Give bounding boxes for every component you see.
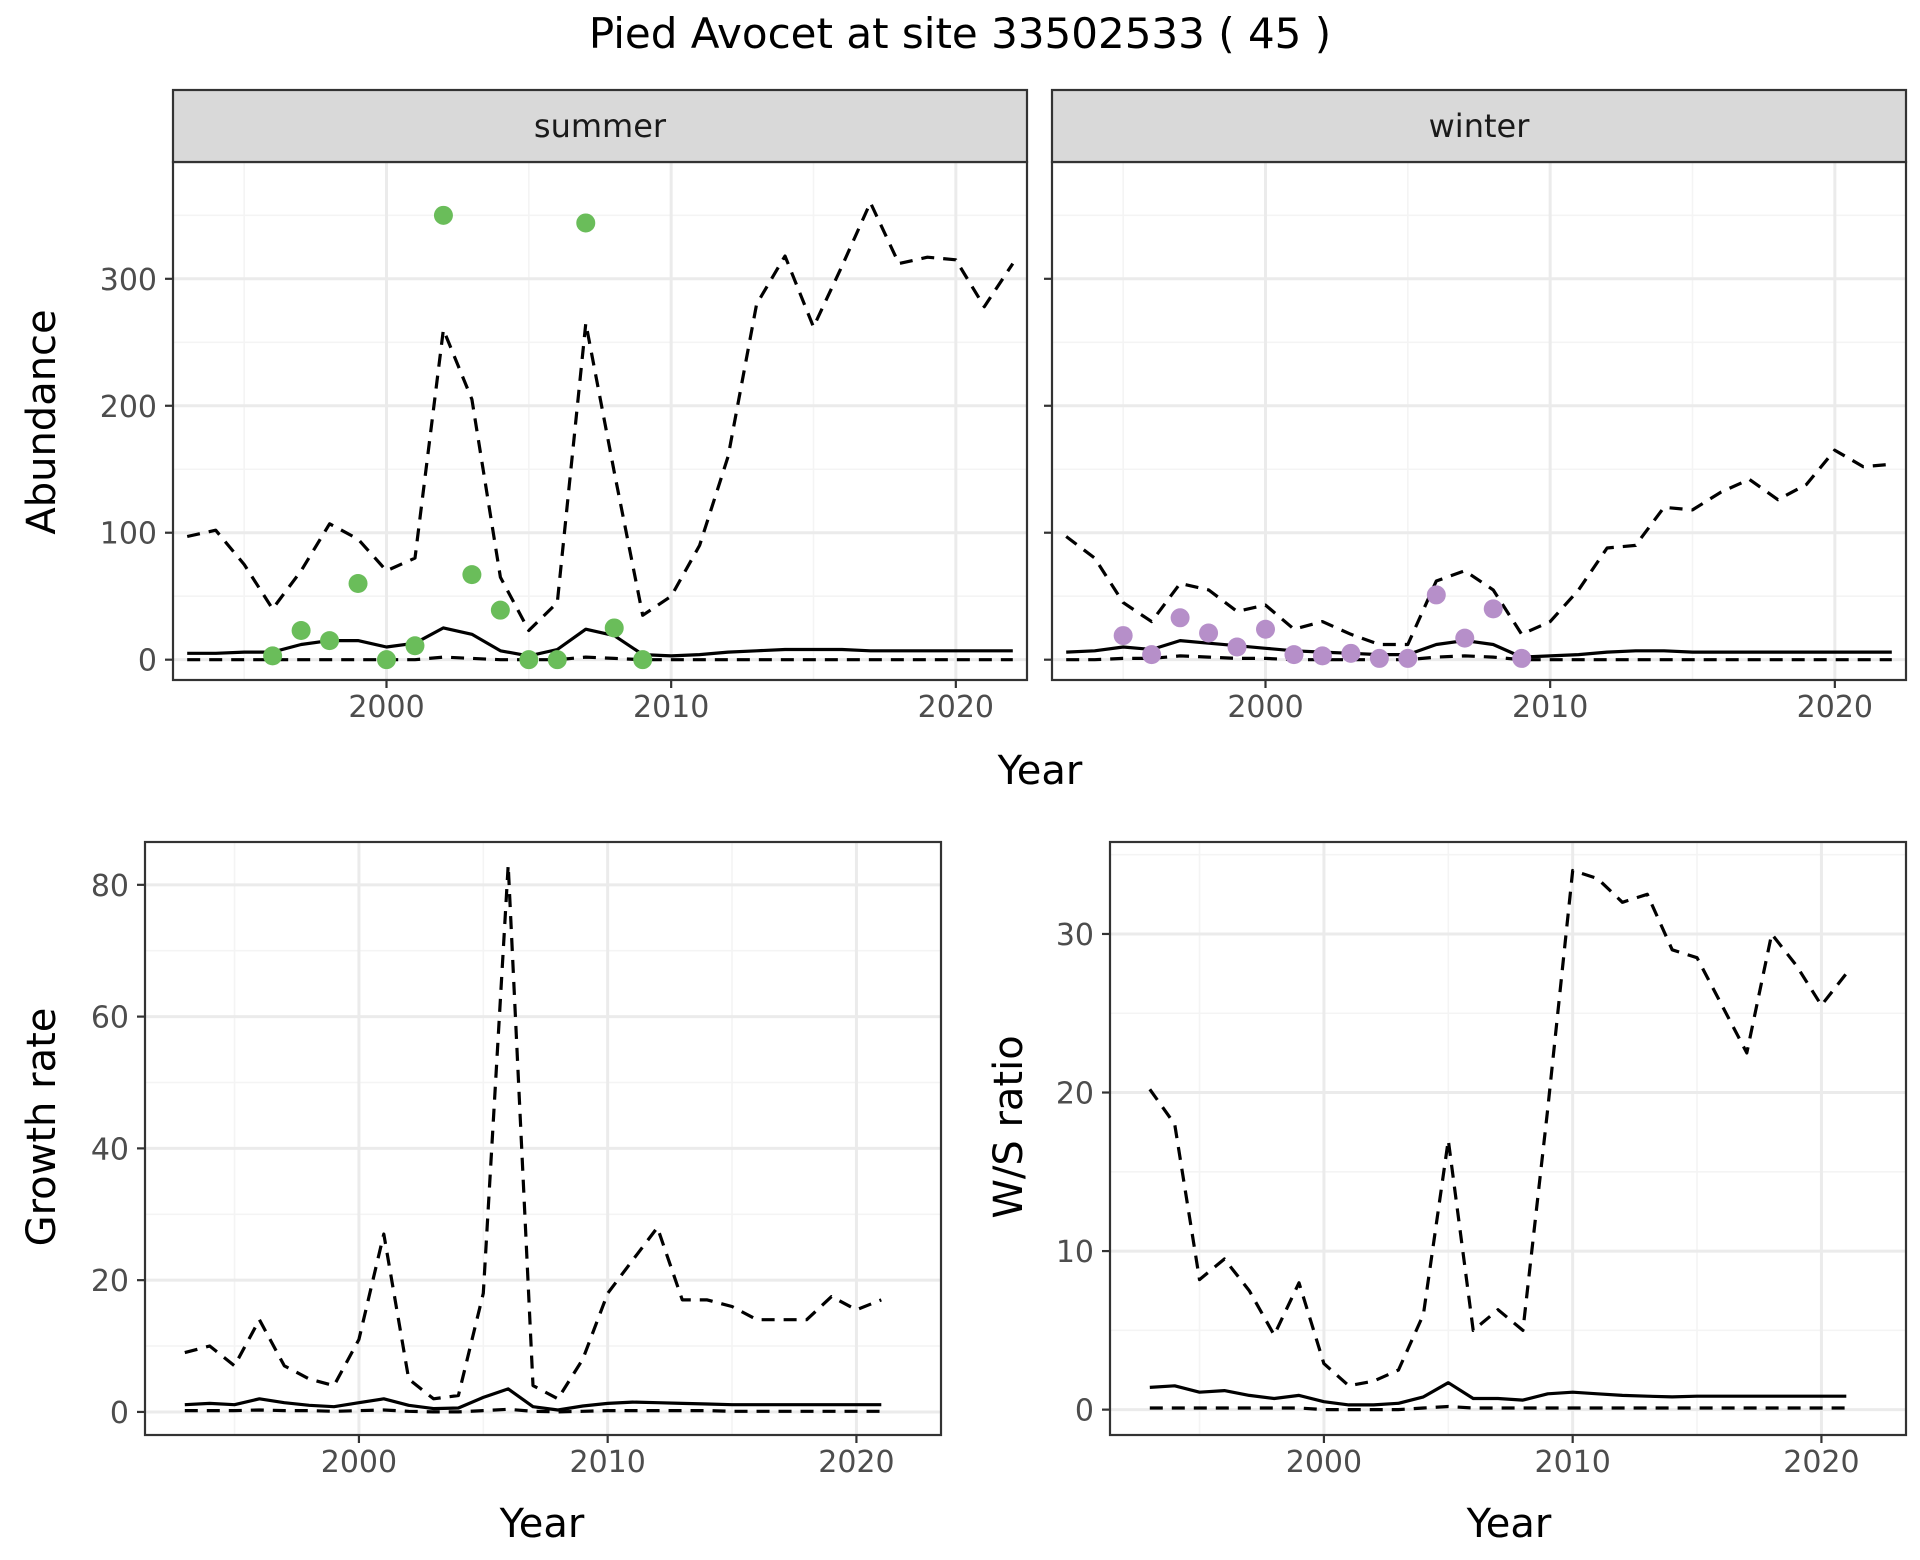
x-tick-label: 2000	[1227, 690, 1303, 725]
panel-border	[1108, 840, 1908, 1437]
y-tick-label: 60	[91, 1001, 129, 1036]
lower-bound-line	[184, 1407, 882, 1414]
observed-point	[1398, 648, 1418, 668]
panel-background	[1052, 162, 1906, 680]
y-tick-label: 0	[138, 644, 157, 679]
observed-point	[1227, 637, 1247, 657]
observed-point	[604, 618, 624, 638]
y-tick-label: 0	[1075, 1394, 1094, 1429]
observed-point	[1113, 626, 1133, 646]
observed-point	[405, 636, 425, 656]
y-tick-label: 200	[100, 390, 157, 425]
observed-point	[1256, 619, 1275, 639]
observed-point	[1483, 599, 1503, 619]
observed-point	[576, 213, 596, 233]
panel-background	[173, 162, 1027, 680]
ws-ratio-panel: 2000 2010 2020 0 10 20 30	[1056, 840, 1908, 1480]
x-tick-label: 2000	[348, 690, 424, 725]
y-tick-label: 300	[100, 263, 157, 298]
x-tick-label: 2000	[1286, 1445, 1362, 1480]
x-tick-label: 2020	[1783, 1445, 1859, 1480]
winter-abundance-panel: winter 2000 2010 2020	[1044, 88, 1908, 725]
lower-bound-line	[1149, 1404, 1847, 1412]
x-tick-label: 2010	[1512, 690, 1588, 725]
observed-point	[1426, 585, 1446, 605]
panel-border	[143, 840, 943, 1437]
y-tick-label: 20	[91, 1264, 129, 1299]
abundance-y-axis-title: Abundance	[19, 309, 65, 534]
panel-background	[1110, 842, 1906, 1435]
lower-bound-line	[187, 655, 1013, 662]
y-tick-label: 30	[1056, 918, 1094, 953]
x-tick-label: 2010	[569, 1445, 645, 1480]
y-tick-label: 100	[100, 517, 157, 552]
upper-bound-line	[184, 863, 882, 1401]
ratio-x-axis-title: Year	[1466, 1501, 1552, 1547]
upper-bound-line	[1148, 868, 1848, 1388]
panel-background	[145, 842, 941, 1435]
summer-abundance-panel: summer 2000 2010 2020 0 100 200 300	[100, 88, 1029, 725]
observed-point	[490, 600, 510, 620]
x-tick-label: 2020	[818, 1445, 894, 1480]
observed-point	[1512, 648, 1532, 668]
upper-bound-line	[186, 201, 1015, 633]
x-tick-label: 2010	[1534, 1445, 1610, 1480]
observed-point	[377, 650, 396, 670]
observed-point	[519, 650, 539, 670]
observed-point	[462, 565, 482, 585]
facet-strip-label: summer	[534, 107, 667, 145]
observed-point	[433, 205, 453, 225]
y-tick-label: 0	[110, 1396, 129, 1431]
y-tick-label: 20	[1056, 1077, 1094, 1112]
estimate-line	[184, 1387, 882, 1412]
observed-point	[263, 646, 283, 666]
facet-strip	[1050, 88, 1908, 164]
y-tick-label: 80	[91, 869, 129, 904]
observed-point	[348, 574, 368, 594]
growth-rate-panel: 2000 2010 2020 0 20 40 60 80	[91, 840, 943, 1480]
estimate-line	[1066, 639, 1892, 659]
estimate-line	[1149, 1381, 1847, 1407]
x-tick-label: 2000	[321, 1445, 397, 1480]
observed-point	[547, 650, 567, 670]
observed-point	[1455, 628, 1475, 648]
observed-point	[1284, 645, 1304, 665]
upper-bound-line	[1065, 448, 1892, 647]
ratio-y-axis-title: W/S ratio	[986, 1035, 1032, 1218]
figure-title: Pied Avocet at site 33502533 ( 45 )	[589, 9, 1331, 58]
y-tick-label: 40	[91, 1132, 129, 1167]
facet-strip	[171, 88, 1029, 164]
growth-y-axis-title: Growth rate	[19, 1008, 65, 1247]
growth-x-axis-title: Year	[499, 1501, 585, 1547]
x-tick-label: 2020	[918, 690, 994, 725]
observed-point	[633, 650, 653, 670]
observed-point	[1341, 643, 1361, 663]
top-x-axis-title: Year	[997, 748, 1083, 794]
x-tick-label: 2010	[633, 690, 709, 725]
facet-strip-label: winter	[1429, 107, 1531, 145]
x-tick-label: 2020	[1797, 690, 1873, 725]
observed-point	[320, 631, 340, 651]
observed-point	[1142, 645, 1162, 665]
observed-point	[1369, 648, 1389, 668]
observed-point	[1312, 646, 1332, 666]
lower-bound-line	[1066, 654, 1892, 662]
observed-point	[1170, 608, 1190, 628]
observed-point	[1199, 623, 1219, 643]
observed-point	[291, 620, 311, 640]
y-tick-label: 10	[1056, 1235, 1094, 1270]
